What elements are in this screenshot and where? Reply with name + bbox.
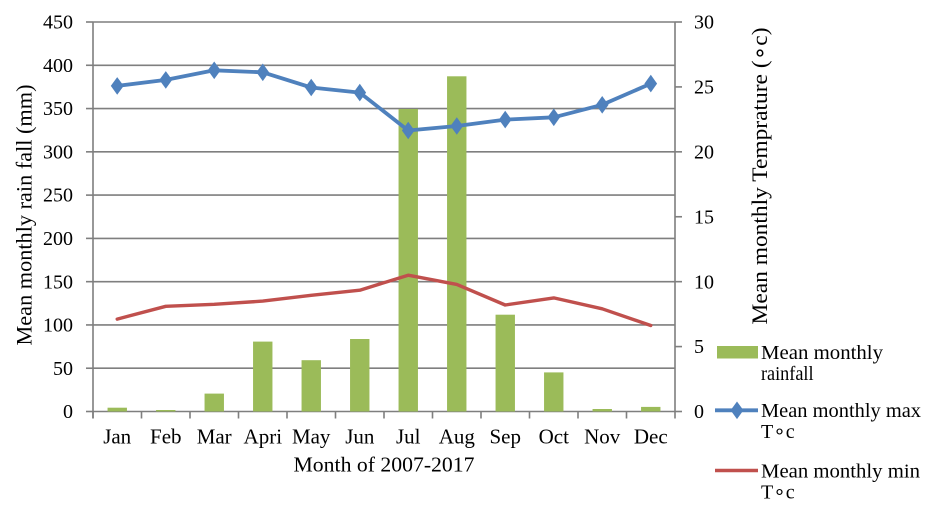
- svg-text:Mean monthly min: Mean monthly min: [761, 461, 920, 483]
- svg-text:450: 450: [43, 12, 73, 34]
- svg-text:T∘c: T∘c: [761, 421, 795, 443]
- svg-text:Nov: Nov: [584, 425, 621, 449]
- svg-text:20: 20: [694, 141, 714, 163]
- svg-text:T∘c: T∘c: [761, 482, 795, 504]
- svg-text:Apri: Apri: [244, 425, 283, 449]
- svg-text:Jan: Jan: [103, 425, 131, 449]
- svg-text:300: 300: [43, 141, 73, 163]
- svg-text:Mar: Mar: [197, 425, 232, 449]
- svg-text:50: 50: [53, 358, 73, 380]
- svg-text:0: 0: [694, 401, 704, 423]
- svg-text:Mean monthly rain fall (mm): Mean monthly rain fall (mm): [12, 85, 37, 346]
- svg-text:Jul: Jul: [396, 425, 421, 449]
- svg-text:250: 250: [43, 185, 73, 207]
- svg-text:0: 0: [63, 401, 73, 423]
- svg-text:Mean monthly Temprature (∘c): Mean monthly Temprature (∘c): [747, 28, 772, 325]
- svg-text:350: 350: [43, 98, 73, 120]
- svg-text:Dec: Dec: [634, 425, 668, 449]
- svg-text:25: 25: [694, 77, 714, 99]
- svg-text:150: 150: [43, 271, 73, 293]
- svg-text:Jun: Jun: [345, 425, 375, 449]
- svg-text:15: 15: [694, 206, 714, 228]
- svg-text:Feb: Feb: [150, 425, 182, 449]
- svg-text:10: 10: [694, 271, 714, 293]
- svg-text:200: 200: [43, 228, 73, 250]
- svg-text:May: May: [292, 425, 331, 449]
- svg-text:30: 30: [694, 12, 714, 34]
- svg-text:Mean monthly: Mean monthly: [761, 342, 883, 364]
- svg-text:Month of 2007-2017: Month of 2007-2017: [294, 453, 475, 477]
- svg-text:400: 400: [43, 55, 73, 77]
- svg-text:Mean monthly max: Mean monthly max: [761, 400, 921, 422]
- svg-text:Sep: Sep: [489, 425, 521, 449]
- svg-text:rainfall: rainfall: [761, 363, 814, 385]
- svg-text:Oct: Oct: [539, 425, 569, 449]
- svg-text:5: 5: [694, 336, 704, 358]
- svg-text:Aug: Aug: [439, 425, 476, 449]
- svg-text:100: 100: [43, 315, 73, 337]
